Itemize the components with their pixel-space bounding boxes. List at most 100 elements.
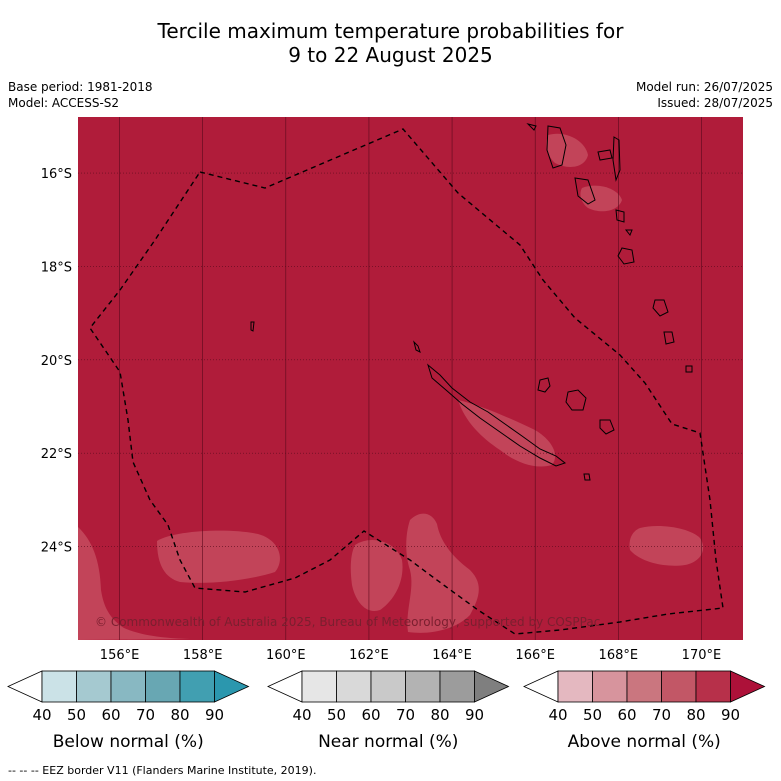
loyalty-island-1-coast bbox=[537, 377, 551, 393]
legend-swatch bbox=[405, 670, 441, 703]
lat-tick-label: 16°S bbox=[41, 167, 72, 182]
lat-tick-label: 24°S bbox=[41, 541, 72, 556]
patch-southwest bbox=[78, 527, 190, 640]
legend-swatch bbox=[301, 670, 337, 703]
legend-tick-label: 60 bbox=[361, 706, 380, 724]
lon-tick-label: 164°E bbox=[432, 648, 472, 663]
new-caledonia-north-coast bbox=[413, 340, 421, 353]
copyright-text: © Commonwealth of Australia 2025, Bureau… bbox=[95, 615, 600, 629]
eez-footnote: -- -- -- EEZ border V11 (Flanders Marine… bbox=[8, 764, 316, 777]
lon-tick-label: 160°E bbox=[266, 648, 306, 663]
graticule bbox=[78, 117, 743, 640]
legend-tick-label: 40 bbox=[548, 706, 567, 724]
base-period: Base period: 1981-2018 bbox=[8, 80, 153, 94]
legend-min-arrow bbox=[7, 670, 43, 703]
vanuatu-small-2-coast bbox=[624, 229, 633, 236]
legend-tick-label: 80 bbox=[170, 706, 189, 724]
legend-tick-label: 90 bbox=[205, 706, 224, 724]
legend-swatch bbox=[145, 670, 181, 703]
legend-swatch bbox=[179, 670, 215, 703]
legend-tick-label: 90 bbox=[721, 706, 740, 724]
patch-south-central bbox=[157, 530, 280, 583]
legend-swatch bbox=[626, 670, 662, 703]
legend-swatch bbox=[695, 670, 731, 703]
vanuatu-tanna-coast bbox=[663, 331, 675, 345]
legend-tick-label: 70 bbox=[396, 706, 415, 724]
chesterfield-coast bbox=[250, 321, 255, 332]
patch-south-east bbox=[406, 513, 479, 633]
eez-border bbox=[89, 128, 724, 635]
legend-max-arrow bbox=[474, 670, 510, 703]
legend-min-arrow bbox=[523, 670, 559, 703]
vanuatu-malekula-coast bbox=[574, 177, 596, 205]
patch-south-middle bbox=[350, 540, 403, 611]
legend-title: Near normal (%) bbox=[318, 732, 458, 752]
patch-east-right bbox=[629, 526, 704, 566]
lon-tick-label: 168°E bbox=[599, 648, 639, 663]
legend-title: Above normal (%) bbox=[568, 732, 721, 752]
vanuatu-efate-coast bbox=[617, 247, 635, 265]
lat-tick-label: 22°S bbox=[41, 447, 72, 462]
vanuatu-maewo-coast bbox=[612, 136, 621, 182]
legend-tick-label: 70 bbox=[652, 706, 671, 724]
lat-tick-label: 20°S bbox=[41, 354, 72, 369]
legend-tick-label: 50 bbox=[67, 706, 86, 724]
patch-new-caledonia bbox=[458, 400, 556, 467]
legend-swatch bbox=[439, 670, 475, 703]
title-line-1: Tercile maximum temperature probabilitie… bbox=[157, 19, 624, 43]
legend-tick-label: 90 bbox=[465, 706, 484, 724]
legend-near-normal: 40 50 60 70 80 90 Near normal (%) bbox=[267, 670, 510, 752]
legend-tick-label: 40 bbox=[292, 706, 311, 724]
legend-min-arrow bbox=[267, 670, 303, 703]
legend-tick-label: 40 bbox=[32, 706, 51, 724]
legend-tick-label: 50 bbox=[327, 706, 346, 724]
legend-swatch bbox=[592, 670, 628, 703]
legend-swatch bbox=[370, 670, 406, 703]
legend-swatch bbox=[661, 670, 697, 703]
patch-vanuatu-north bbox=[546, 133, 588, 167]
model-run: Model run: 26/07/2025 bbox=[635, 80, 773, 94]
legend-tick-label: 70 bbox=[136, 706, 155, 724]
vanuatu-espiritu-santo-coast bbox=[546, 125, 567, 169]
vanuatu-small-1-coast bbox=[526, 123, 537, 131]
title-line-2: 9 to 22 August 2025 bbox=[288, 43, 493, 67]
legend-tick-label: 50 bbox=[583, 706, 602, 724]
legend-swatch bbox=[336, 670, 372, 703]
issued-date: Issued: 28/07/2025 bbox=[657, 96, 773, 110]
vanuatu-aneityum-coast bbox=[685, 365, 693, 373]
probability-patches bbox=[78, 133, 704, 640]
vanuatu-erromango-coast bbox=[652, 299, 669, 317]
legend-tick-label: 60 bbox=[101, 706, 120, 724]
legend-swatch bbox=[557, 670, 593, 703]
legend-swatch bbox=[110, 670, 146, 703]
legend-max-arrow bbox=[214, 670, 250, 703]
lon-tick-label: 170°E bbox=[682, 648, 722, 663]
vanuatu-ambrym-coast bbox=[597, 149, 613, 161]
legend-max-arrow bbox=[730, 670, 766, 703]
legend-swatch bbox=[76, 670, 112, 703]
lon-tick-label: 158°E bbox=[183, 648, 223, 663]
coastlines bbox=[250, 123, 693, 481]
lat-tick-label: 18°S bbox=[41, 260, 72, 275]
legend-swatch bbox=[41, 670, 77, 703]
new-caledonia-coast bbox=[427, 363, 567, 467]
lon-tick-label: 166°E bbox=[515, 648, 555, 663]
longitude-labels: 156°E 158°E 160°E 162°E 164°E 166°E 168°E 170°E bbox=[100, 648, 721, 663]
legend-title: Below normal (%) bbox=[53, 732, 204, 752]
model-name: Model: ACCESS-S2 bbox=[8, 96, 120, 110]
lon-tick-label: 162°E bbox=[349, 648, 389, 663]
vanuatu-epi-coast bbox=[615, 209, 625, 223]
map-area[interactable]: © Commonwealth of Australia 2025, Bureau… bbox=[78, 117, 743, 640]
patch-vanuatu-mid bbox=[580, 185, 622, 212]
lon-tick-label: 156°E bbox=[100, 648, 140, 663]
legend-tick-label: 80 bbox=[430, 706, 449, 724]
loyalty-island-2-coast bbox=[565, 389, 587, 411]
legend-tick-label: 80 bbox=[686, 706, 705, 724]
latitude-labels: 16°S 18°S 20°S 22°S 24°S bbox=[41, 167, 72, 556]
legend-tick-label: 60 bbox=[617, 706, 636, 724]
loyalty-island-3-coast bbox=[599, 419, 615, 435]
